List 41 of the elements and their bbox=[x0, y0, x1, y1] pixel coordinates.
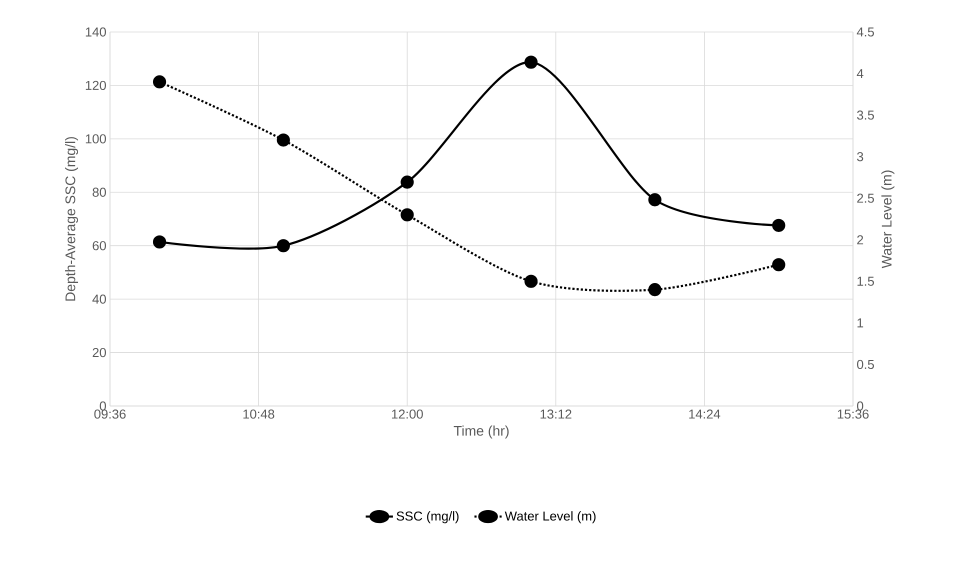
y-tick-label: 40 bbox=[92, 294, 106, 304]
x-axis-title: Time (hr) bbox=[454, 426, 509, 439]
y-tick-label: 60 bbox=[92, 241, 106, 250]
point bbox=[152, 75, 166, 88]
x-tick-label: 12:00 bbox=[392, 410, 423, 419]
y2-tick-label: 1.5 bbox=[858, 276, 874, 286]
point bbox=[276, 239, 290, 252]
x-tick-label: 10:48 bbox=[243, 410, 274, 419]
point bbox=[276, 133, 290, 147]
point bbox=[648, 193, 662, 206]
point bbox=[524, 274, 538, 288]
x-tick-label: 14:24 bbox=[689, 410, 720, 419]
y2-tick-label: 4.5 bbox=[856, 27, 874, 37]
point bbox=[400, 176, 414, 189]
point bbox=[772, 218, 786, 232]
y2-tick-label: 4 bbox=[856, 69, 864, 78]
point bbox=[152, 235, 166, 249]
point bbox=[524, 56, 538, 69]
y-tick-label: 120 bbox=[86, 80, 106, 90]
y-tick-label: 100 bbox=[86, 134, 106, 144]
point bbox=[400, 208, 414, 222]
x-tick-label: 09:36 bbox=[94, 410, 126, 419]
y2-tick-label: 1 bbox=[858, 318, 864, 328]
y2-axis-title: Water Level (m) bbox=[881, 170, 894, 268]
y2-tick-label: 3 bbox=[857, 152, 864, 162]
x-tick-label: 13:12 bbox=[540, 410, 572, 419]
y-tick-label: 0 bbox=[100, 401, 106, 411]
y2-tick-label: 3.5 bbox=[857, 110, 874, 120]
point bbox=[648, 283, 662, 296]
point bbox=[772, 258, 786, 272]
x-tick-label: 15:36 bbox=[838, 410, 869, 419]
legend-label: Water Level (m) bbox=[504, 511, 596, 524]
y-axis-title: Depth-Average SSC (mg/l) bbox=[65, 137, 78, 301]
y2-tick-label: 0.5 bbox=[857, 360, 874, 370]
y-tick-label: 20 bbox=[92, 348, 106, 358]
y2-tick-label: 2 bbox=[857, 235, 864, 244]
y2-tick-label: 0 bbox=[857, 401, 864, 411]
legend-label: SSC (mg/l) bbox=[396, 511, 459, 524]
y-tick-label: 80 bbox=[92, 188, 106, 197]
y-tick-label: 140 bbox=[86, 27, 106, 37]
y2-tick-label: 2.5 bbox=[857, 194, 874, 203]
